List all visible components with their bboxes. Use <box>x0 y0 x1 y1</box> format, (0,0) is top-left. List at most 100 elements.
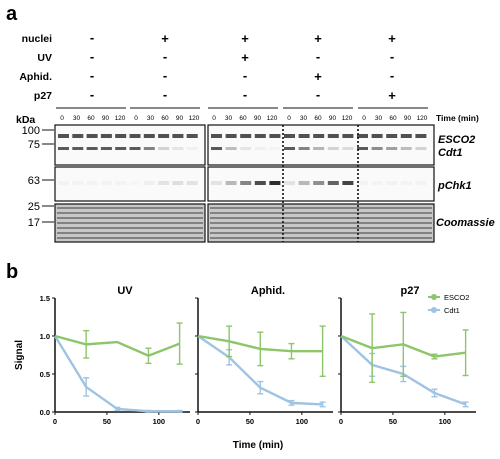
timepoint-label: 0 <box>134 115 138 122</box>
timepoint-label: 90 <box>102 115 110 122</box>
timepoint-label: 120 <box>115 115 126 122</box>
timepoint-label: 0 <box>362 115 366 122</box>
band-cdt1 <box>342 147 354 150</box>
panel-a-label: a <box>6 3 18 25</box>
band-cdt1 <box>254 147 266 150</box>
band-pchk1 <box>386 181 397 185</box>
band-esco2 <box>386 134 398 138</box>
band-pchk1 <box>72 181 83 185</box>
timepoint-label: 60 <box>389 115 397 122</box>
band-esco2 <box>158 134 170 138</box>
y-tick-label: 0.0 <box>40 408 50 417</box>
band-cdt1 <box>129 147 141 150</box>
condition-value: + <box>388 31 396 46</box>
x-tick-label: 0 <box>53 417 57 426</box>
band-pchk1 <box>58 181 69 185</box>
band-pchk1 <box>327 181 339 185</box>
band-esco2 <box>211 134 222 138</box>
legend-label: ESCO2 <box>444 293 469 302</box>
timepoint-label: 120 <box>342 115 353 122</box>
kda-label: kDa <box>16 114 35 126</box>
band-cdt1 <box>284 147 295 150</box>
band-esco2 <box>186 134 198 138</box>
x-tick-label: 0 <box>196 417 200 426</box>
band-esco2 <box>254 134 266 138</box>
band-pchk1 <box>254 181 266 185</box>
x-tick-label: 100 <box>296 417 309 426</box>
blot-label-pchk1: pChk1 <box>437 180 472 192</box>
y-tick-label: 1.5 <box>40 294 50 303</box>
band-esco2 <box>129 134 141 138</box>
band-cdt1 <box>357 147 368 150</box>
timepoint-label: 60 <box>314 115 322 122</box>
band-cdt1 <box>269 147 280 150</box>
band-pchk1 <box>284 181 295 185</box>
condition-table: nuclei - + + + + UV - - + - - Aphid. - - - + - p27 - - - - + <box>19 30 396 103</box>
timepoint-label: 90 <box>176 115 184 122</box>
band-pchk1 <box>342 181 354 185</box>
band-cdt1 <box>115 147 127 150</box>
band-esco2 <box>115 134 127 138</box>
band-cdt1 <box>158 147 170 150</box>
band-esco2 <box>298 134 310 138</box>
blot-box <box>207 124 435 166</box>
y-tick-label: 0.5 <box>40 370 50 379</box>
band-cdt1 <box>143 147 155 150</box>
lane-header: 0 30 60 90 120 0 30 60 90 120 0 30 60 90 120 0 30 60 90 120… <box>56 107 428 122</box>
x-tick-label: 100 <box>153 417 166 426</box>
series-line-esco2 <box>54 334 181 358</box>
blot-box <box>54 166 206 202</box>
band-pchk1 <box>313 181 325 185</box>
chart-title-aphid: Aphid. <box>251 285 285 297</box>
timepoint-label: 30 <box>300 115 308 122</box>
timepoint-label: 90 <box>404 115 412 122</box>
condition-label: p27 <box>34 90 52 102</box>
legend-label: Cdt1 <box>444 306 460 315</box>
band-pchk1 <box>143 181 155 185</box>
band-esco2 <box>100 134 112 138</box>
band-esco2 <box>269 134 281 138</box>
legend-swatch-dot <box>431 294 437 300</box>
blot-label-cdt1: Cdt1 <box>438 147 462 159</box>
legend: ESCO2 Cdt1 <box>428 293 469 315</box>
band-esco2 <box>172 134 184 138</box>
x-tick-label: 50 <box>389 417 397 426</box>
condition-value: + <box>241 31 249 46</box>
band-esco2 <box>284 134 295 138</box>
band-pchk1 <box>269 181 281 185</box>
band-cdt1 <box>172 147 184 150</box>
band-cdt1 <box>186 147 198 150</box>
band-pchk1 <box>298 181 310 185</box>
condition-value: + <box>241 50 249 65</box>
band-pchk1 <box>130 181 141 185</box>
condition-value: + <box>388 88 396 103</box>
condition-value: - <box>316 49 320 64</box>
band-esco2 <box>313 134 325 138</box>
condition-label: UV <box>37 52 52 64</box>
condition-value: - <box>390 49 394 64</box>
condition-label: Aphid. <box>19 71 52 83</box>
condition-value: - <box>243 87 247 102</box>
band-esco2 <box>415 134 427 138</box>
condition-value: - <box>163 68 167 83</box>
band-cdt1 <box>211 147 222 150</box>
band-pchk1 <box>158 181 170 185</box>
chart-aphid: Aphid. Time (min) 0 50 100 <box>195 285 333 451</box>
band-cdt1 <box>400 147 412 150</box>
marker-label: 100 <box>22 125 40 137</box>
band-cdt1 <box>225 147 237 150</box>
legend-swatch-dot <box>431 307 437 313</box>
chart-title-p27: p27 <box>401 285 420 297</box>
timepoint-label: 0 <box>212 115 216 122</box>
time-label: Time (min) <box>436 113 479 123</box>
band-pchk1 <box>87 181 98 185</box>
band-esco2 <box>225 134 237 138</box>
band-pchk1 <box>401 181 412 185</box>
band-cdt1 <box>386 147 398 150</box>
timepoint-label: 90 <box>254 115 262 122</box>
band-cdt1 <box>371 147 383 150</box>
timepoint-label: 0 <box>60 115 64 122</box>
condition-label: nuclei <box>22 33 52 45</box>
condition-value: - <box>90 30 94 45</box>
band-pchk1 <box>186 181 198 185</box>
